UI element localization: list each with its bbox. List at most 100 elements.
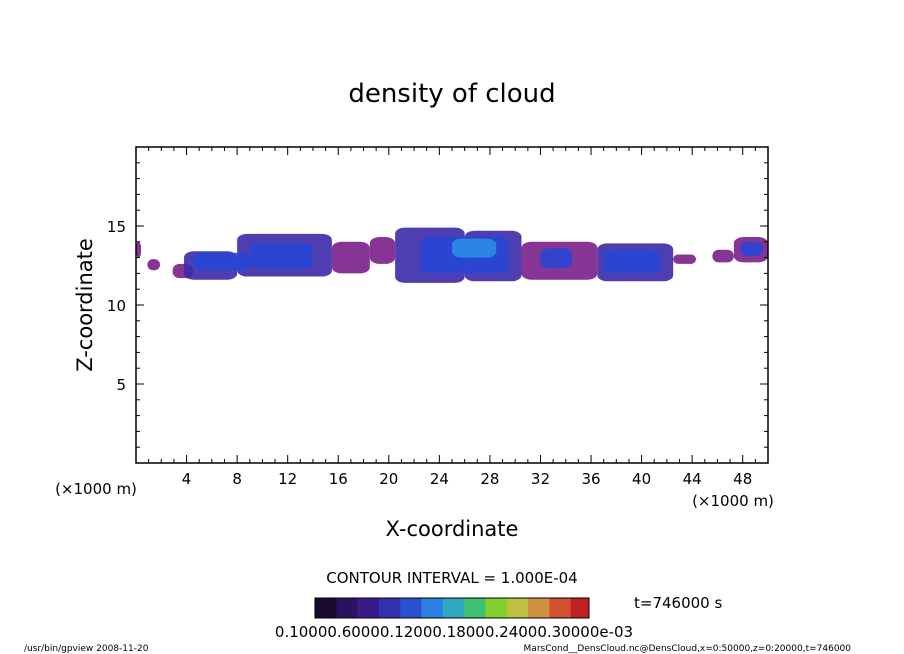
x-tick-label: 24	[430, 470, 449, 488]
colorbar-swatch	[348, 598, 352, 618]
colorbar-swatch	[339, 598, 343, 618]
cloud-region	[673, 254, 696, 264]
colorbar-frame	[314, 597, 590, 619]
colorbar-swatch	[455, 598, 459, 618]
colorbar-swatch	[403, 598, 407, 618]
cloud-region	[369, 237, 396, 264]
footer-program: /usr/bin/gpview 2008-11-20	[24, 644, 149, 654]
colorbar-swatch	[315, 598, 319, 618]
colorbar-swatch	[333, 598, 337, 618]
colorbar-swatch	[388, 598, 392, 618]
colorbar-swatch	[576, 598, 581, 618]
colorbar-swatch	[409, 598, 413, 618]
colorbar-swatch	[321, 598, 325, 618]
colorbar-swatch	[391, 598, 395, 618]
cloud-region	[740, 241, 763, 257]
colorbar-swatch	[375, 598, 380, 618]
chart-title: density of cloud	[348, 79, 555, 109]
cloud-region	[712, 249, 734, 263]
cloud-region	[540, 248, 573, 269]
colorbar-swatch	[324, 598, 328, 618]
x-tick-label: 16	[329, 470, 348, 488]
x-unit-label-left: (×1000 m)	[55, 480, 137, 498]
colorbar-swatch	[476, 598, 480, 618]
y-axis-label: Z-coordinate	[73, 238, 97, 372]
colorbar-swatch	[528, 598, 532, 618]
contour-interval-text: CONTOUR INTERVAL = 1.000E-04	[326, 569, 577, 587]
colorbar-swatch	[458, 598, 462, 618]
colorbar-swatch	[464, 598, 468, 618]
cloud-region	[249, 243, 313, 269]
colorbar-swatch	[330, 598, 334, 618]
x-unit-label-right: (×1000 m)	[692, 492, 774, 510]
colorbar-swatch	[412, 598, 416, 618]
colorbar-swatch	[485, 598, 489, 618]
x-tick-label: 4	[182, 470, 192, 488]
colorbar-swatch	[394, 598, 398, 618]
colorbar-swatch	[531, 598, 535, 618]
colorbar-swatch	[448, 598, 453, 618]
colorbar-swatch	[515, 598, 520, 618]
colorbar-swatch	[525, 598, 529, 618]
colorbar-swatch	[537, 598, 541, 618]
colorbar-swatch	[433, 598, 438, 618]
colorbar-swatch	[381, 598, 386, 618]
colorbar-swatch	[397, 598, 401, 618]
x-tick-label: 36	[581, 470, 600, 488]
footer-source: MarsCond__DensCloud.nc@DensCloud,x=0:500…	[524, 644, 852, 654]
colorbar-swatch	[336, 598, 340, 618]
colorbar-swatch	[488, 598, 492, 618]
colorbar-swatch	[327, 598, 331, 618]
colorbar-swatch	[351, 598, 355, 618]
colorbar-swatch	[418, 598, 422, 618]
colorbar-swatch	[385, 598, 389, 618]
colorbar-swatch	[406, 598, 410, 618]
x-tick-label: 8	[232, 470, 242, 488]
colorbar-swatch	[555, 598, 559, 618]
x-tick-label: 48	[733, 470, 752, 488]
colorbar-swatch	[503, 598, 508, 618]
colorbar-swatch	[564, 598, 568, 618]
colorbar-swatch	[357, 598, 361, 618]
colorbar-swatch	[512, 598, 517, 618]
x-axis-label: X-coordinate	[386, 517, 519, 541]
colorbar-swatch	[479, 598, 483, 618]
x-tick-label: 28	[480, 470, 499, 488]
cloud-region	[452, 238, 497, 258]
colorbar-swatch	[400, 598, 404, 618]
colorbar-swatch	[582, 598, 587, 618]
x-tick-label: 44	[683, 470, 702, 488]
y-tick-label: 15	[107, 218, 126, 236]
colorbar-swatch	[427, 598, 431, 618]
colorbar-swatch	[424, 598, 428, 618]
y-tick-label: 10	[107, 297, 126, 315]
colorbar-swatch	[546, 598, 550, 618]
x-tick-label: 32	[531, 470, 550, 488]
colorbar-swatch	[518, 598, 523, 618]
colorbar-swatch	[573, 598, 578, 618]
colorbar-swatch	[470, 598, 474, 618]
colorbar-swatch	[467, 598, 471, 618]
x-tick-label: 40	[632, 470, 651, 488]
colorbar-swatch	[415, 598, 419, 618]
colorbar-swatch	[445, 598, 450, 618]
colorbar	[314, 597, 590, 619]
plot-frame	[135, 146, 769, 464]
colorbar-swatch	[318, 598, 322, 618]
colorbar-swatch	[482, 598, 486, 618]
y-tick-label: 5	[116, 376, 126, 394]
x-tick-label: 20	[379, 470, 398, 488]
colorbar-swatch	[506, 598, 511, 618]
colorbar-swatch	[561, 598, 565, 618]
colorbar-swatch	[430, 598, 435, 618]
colorbar-swatch	[552, 598, 556, 618]
cloud-region	[331, 241, 370, 274]
colorbar-swatch	[549, 598, 553, 618]
cloud-density-field	[136, 227, 768, 283]
colorbar-swatch	[500, 598, 505, 618]
colorbar-swatch	[366, 598, 371, 618]
cloud-region	[136, 241, 142, 258]
colorbar-swatch	[372, 598, 377, 618]
